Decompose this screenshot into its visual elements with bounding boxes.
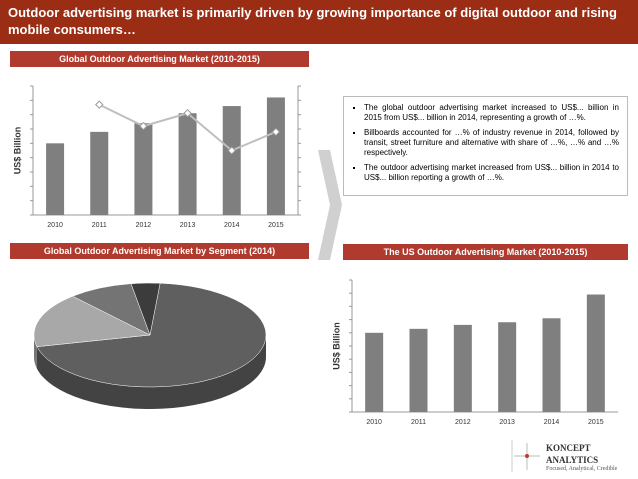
slide-title: Outdoor advertising market is primarily … xyxy=(0,0,638,44)
x-tick-label: 2013 xyxy=(499,419,515,426)
x-tick-label: 2015 xyxy=(588,419,604,426)
arrow xyxy=(318,150,342,260)
marker xyxy=(227,146,236,155)
x-tick-label: 2015 xyxy=(268,222,284,229)
bar xyxy=(266,97,285,215)
marker xyxy=(271,127,281,137)
bar xyxy=(90,131,109,215)
logo-name: KONCEPT xyxy=(546,443,591,453)
y-axis-label: US$ Billion xyxy=(331,322,341,370)
x-tick-label: 2012 xyxy=(136,222,152,229)
chart-title: Global Outdoor Advertising Market by Seg… xyxy=(10,243,309,259)
logo-dot xyxy=(525,454,529,458)
chart-title: Global Outdoor Advertising Market (2010-… xyxy=(10,51,309,67)
x-tick-label: 2010 xyxy=(366,419,382,426)
bar xyxy=(586,294,605,412)
bar xyxy=(542,318,561,412)
bar xyxy=(134,123,153,215)
bar xyxy=(178,113,197,215)
bullet: The global outdoor advertising market in… xyxy=(364,103,619,123)
x-tick-label: 2012 xyxy=(455,419,471,426)
x-tick-label: 2014 xyxy=(544,419,560,426)
slice xyxy=(130,282,161,336)
marker xyxy=(183,108,192,118)
marker xyxy=(95,100,104,109)
x-tick-label: 2011 xyxy=(411,419,426,426)
slice xyxy=(36,282,267,388)
bar xyxy=(409,328,428,412)
x-tick-label: 2010 xyxy=(47,222,63,229)
x-tick-label: 2014 xyxy=(224,222,240,229)
bullet-box: The global outdoor advertising market in… xyxy=(343,96,628,196)
bar xyxy=(498,322,517,412)
x-tick-label: 2011 xyxy=(92,222,107,229)
x-tick-label: 2013 xyxy=(180,222,196,229)
slice xyxy=(33,295,151,347)
bar xyxy=(222,106,241,215)
bullet: Billboards accounted for …% of industry … xyxy=(364,128,619,158)
marker xyxy=(139,121,148,131)
slice-side xyxy=(36,335,267,409)
chart-title: The US Outdoor Advertising Market (2010-… xyxy=(343,244,628,260)
bullet: The outdoor advertising market increased… xyxy=(364,163,619,183)
y-axis-label: US$ Billion xyxy=(12,127,22,175)
logo-tagline: Focused, Analytical, Credible xyxy=(546,466,618,472)
logo-name: ANALYTICS xyxy=(546,455,599,465)
bar xyxy=(46,143,65,215)
bar xyxy=(365,332,384,412)
slice-side xyxy=(34,335,37,369)
bar xyxy=(453,324,472,412)
